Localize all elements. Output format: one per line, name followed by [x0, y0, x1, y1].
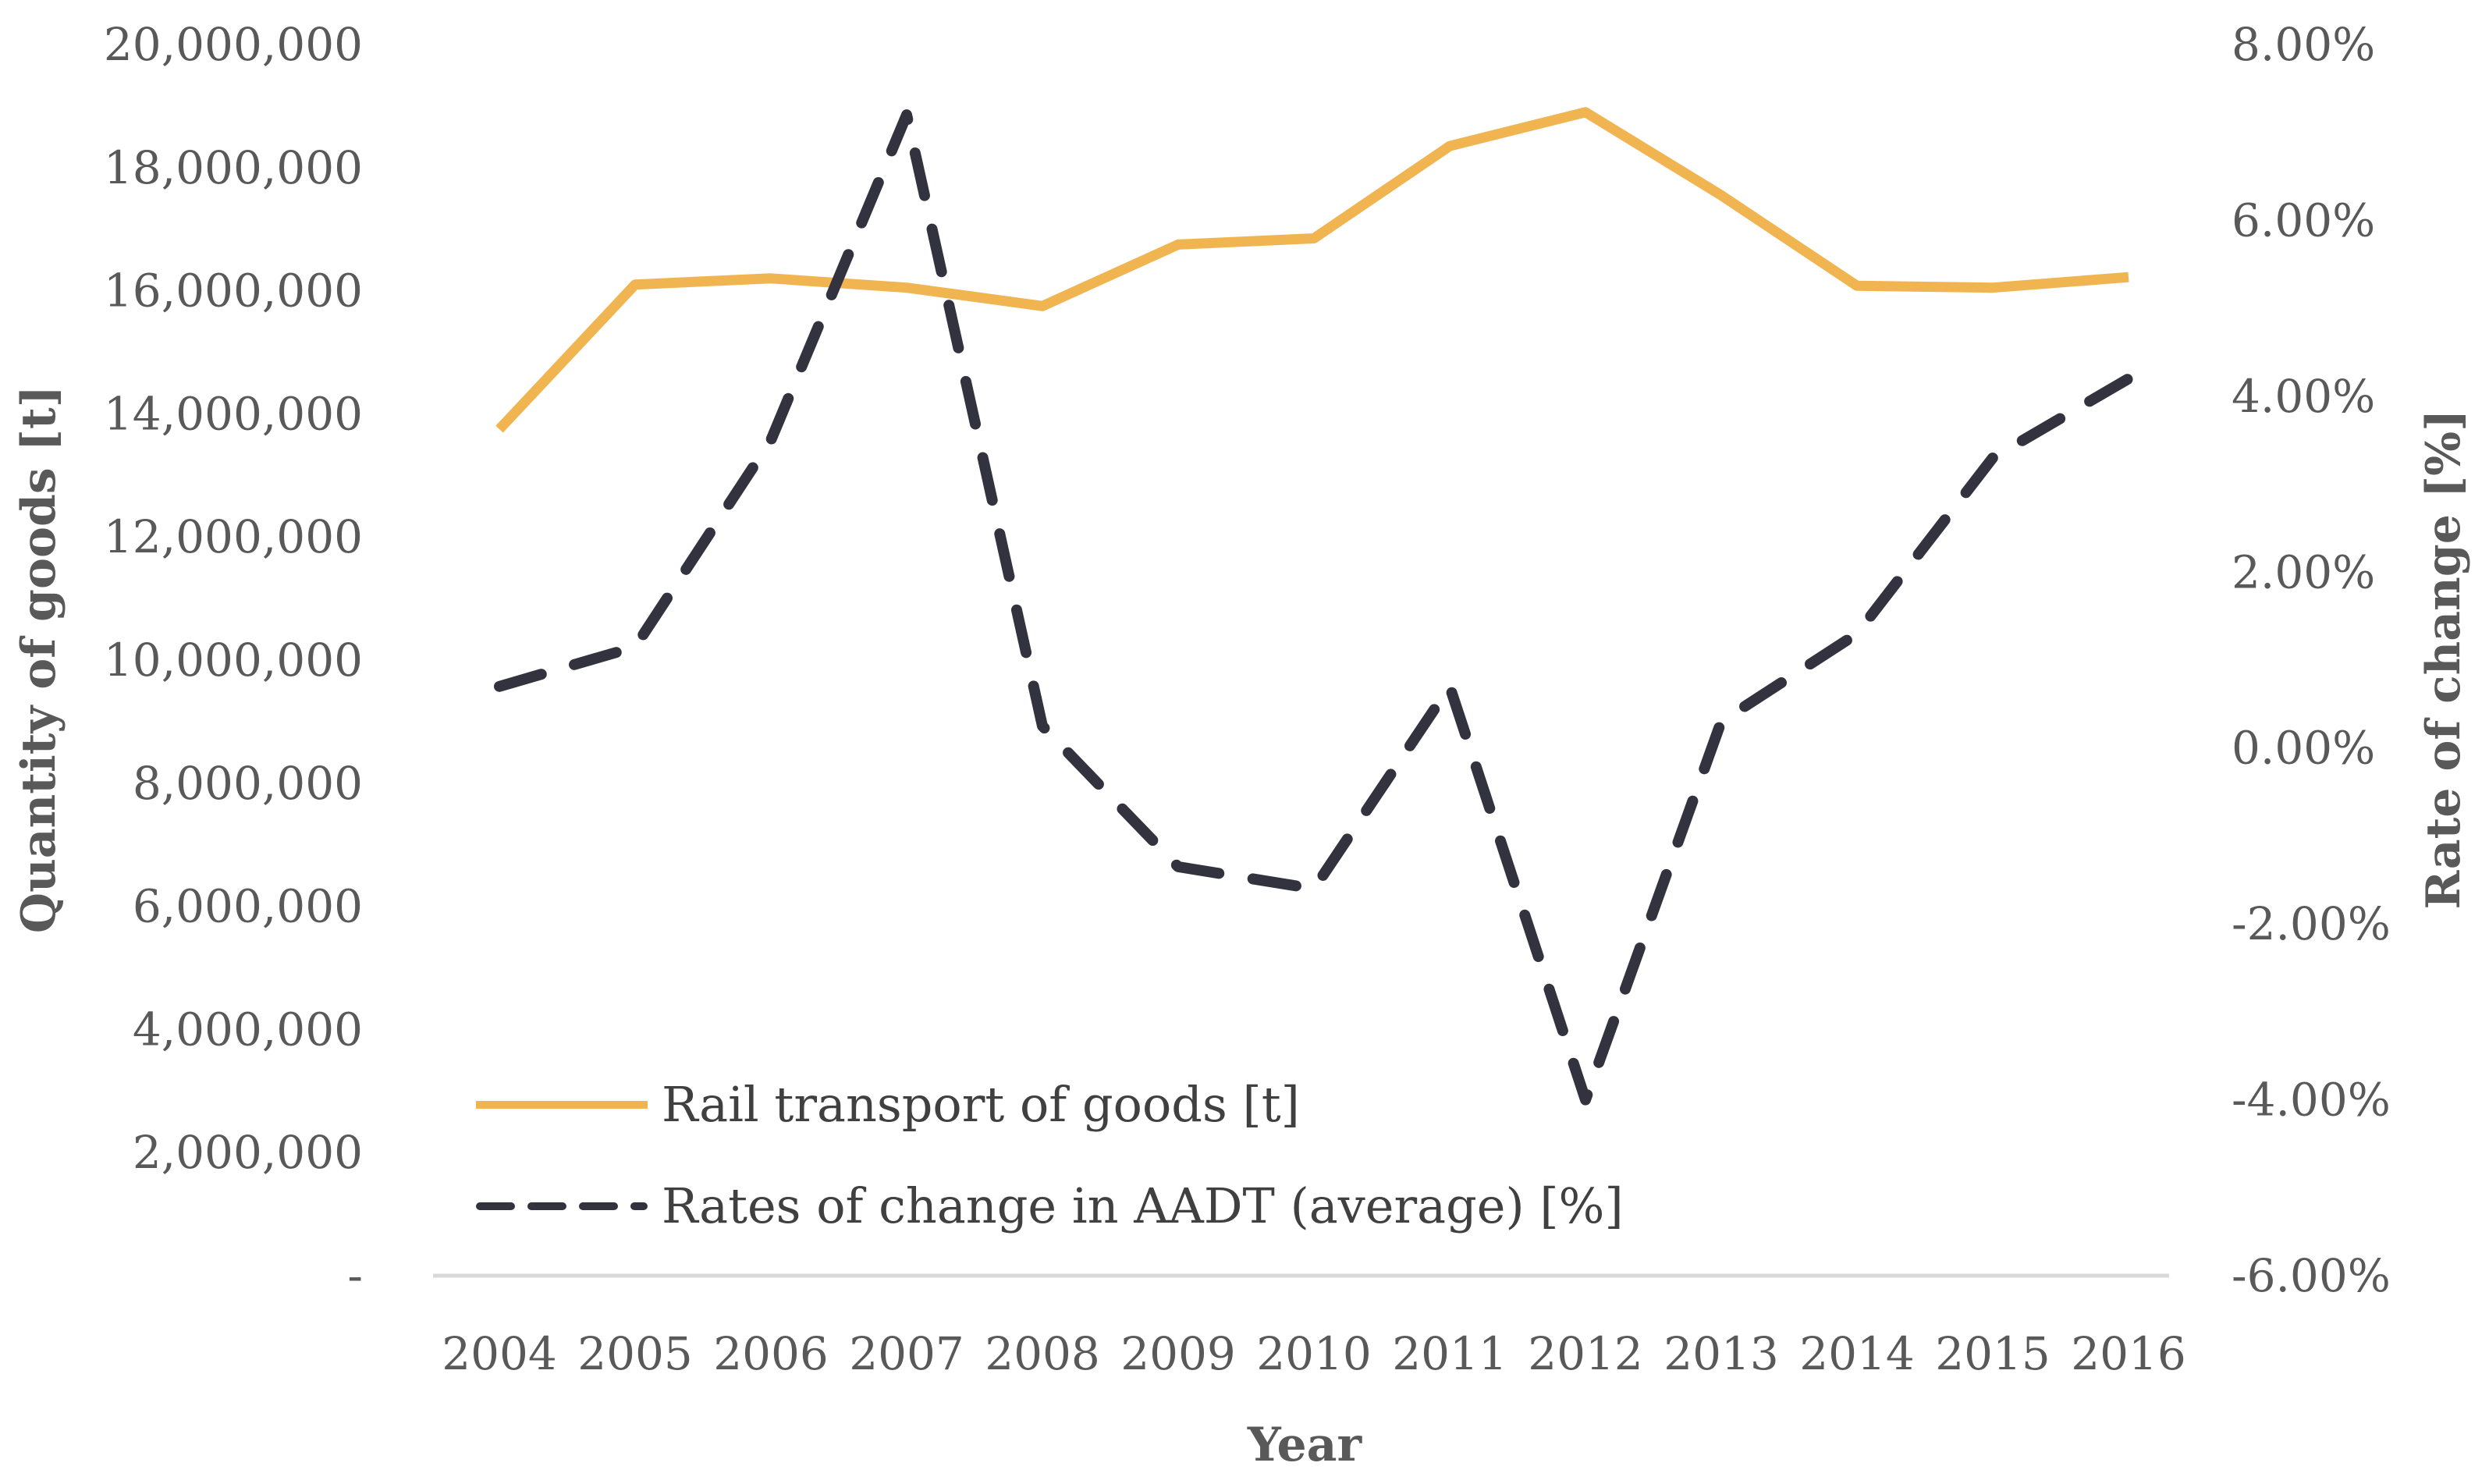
x-tick-label: 2012	[1528, 1327, 1643, 1380]
x-tick-label: 2015	[1935, 1327, 2050, 1380]
y-tick-label: 10,000,000	[104, 634, 363, 687]
y2-tick-label: -6.00%	[2232, 1249, 2391, 1302]
y2-tick-label: 8.00%	[2232, 18, 2375, 71]
y-tick-label: 2,000,000	[133, 1126, 363, 1179]
legend-label-aadt: Rates of change in AADT (average) [%]	[662, 1177, 1624, 1234]
y-tick-label: 4,000,000	[133, 1003, 363, 1056]
y-tick-label: -	[347, 1249, 363, 1302]
y2-tick-label: -4.00%	[2232, 1074, 2391, 1127]
y2-tick-label: 4.00%	[2232, 370, 2375, 423]
x-tick-label: 2004	[442, 1327, 557, 1380]
x-axis-ticks: 2004 2005 2006 2007 2008 2009 2010 2011 2012 2013…	[442, 1327, 2186, 1380]
y-tick-label: 8,000,000	[133, 757, 363, 810]
y2-tick-label: 0.00%	[2232, 722, 2375, 775]
x-tick-label: 2011	[1392, 1327, 1507, 1380]
right-axis-ticks: -6.00% -4.00% -2.00% 0.00% 2.00% 4.00% 6.00% 8.…	[2232, 18, 2391, 1302]
x-tick-label: 2014	[1799, 1327, 1915, 1380]
series-line-rail-transport	[495, 107, 2129, 433]
x-tick-label: 2007	[849, 1327, 964, 1380]
y-tick-label: 16,000,000	[104, 264, 363, 318]
y2-axis-title: Rate of change [%]	[2416, 409, 2471, 909]
x-tick-label: 2005	[577, 1327, 693, 1380]
left-axis-ticks: - 2,000,000 4,000,000 6,000,000 8,000,000 10,…	[104, 18, 363, 1302]
legend-label-rail: Rail transport of goods [t]	[662, 1076, 1300, 1133]
y-tick-label: 18,000,000	[104, 141, 363, 194]
x-axis-title: Year	[1247, 1418, 1363, 1472]
y-tick-label: 14,000,000	[104, 387, 363, 440]
y-axis-title: Quantity of goods [t]	[12, 385, 66, 933]
series-line-aadt-change	[494, 109, 2134, 1106]
y2-tick-label: 6.00%	[2232, 193, 2375, 247]
legend: Rail transport of goods [t] Rates of cha…	[476, 1076, 1624, 1234]
x-tick-label: 2013	[1663, 1327, 1779, 1380]
x-tick-label: 2006	[713, 1327, 829, 1380]
x-tick-label: 2016	[2071, 1327, 2186, 1380]
x-tick-label: 2010	[1256, 1327, 1372, 1380]
y-tick-label: 6,000,000	[133, 880, 363, 933]
x-tick-label: 2008	[985, 1327, 1100, 1380]
y-tick-label: 20,000,000	[104, 18, 363, 71]
y2-tick-label: 2.00%	[2232, 545, 2375, 598]
y-tick-label: 12,000,000	[104, 510, 363, 563]
y2-tick-label: -2.00%	[2232, 897, 2391, 950]
x-tick-label: 2009	[1120, 1327, 1236, 1380]
series-layer	[494, 107, 2134, 1106]
